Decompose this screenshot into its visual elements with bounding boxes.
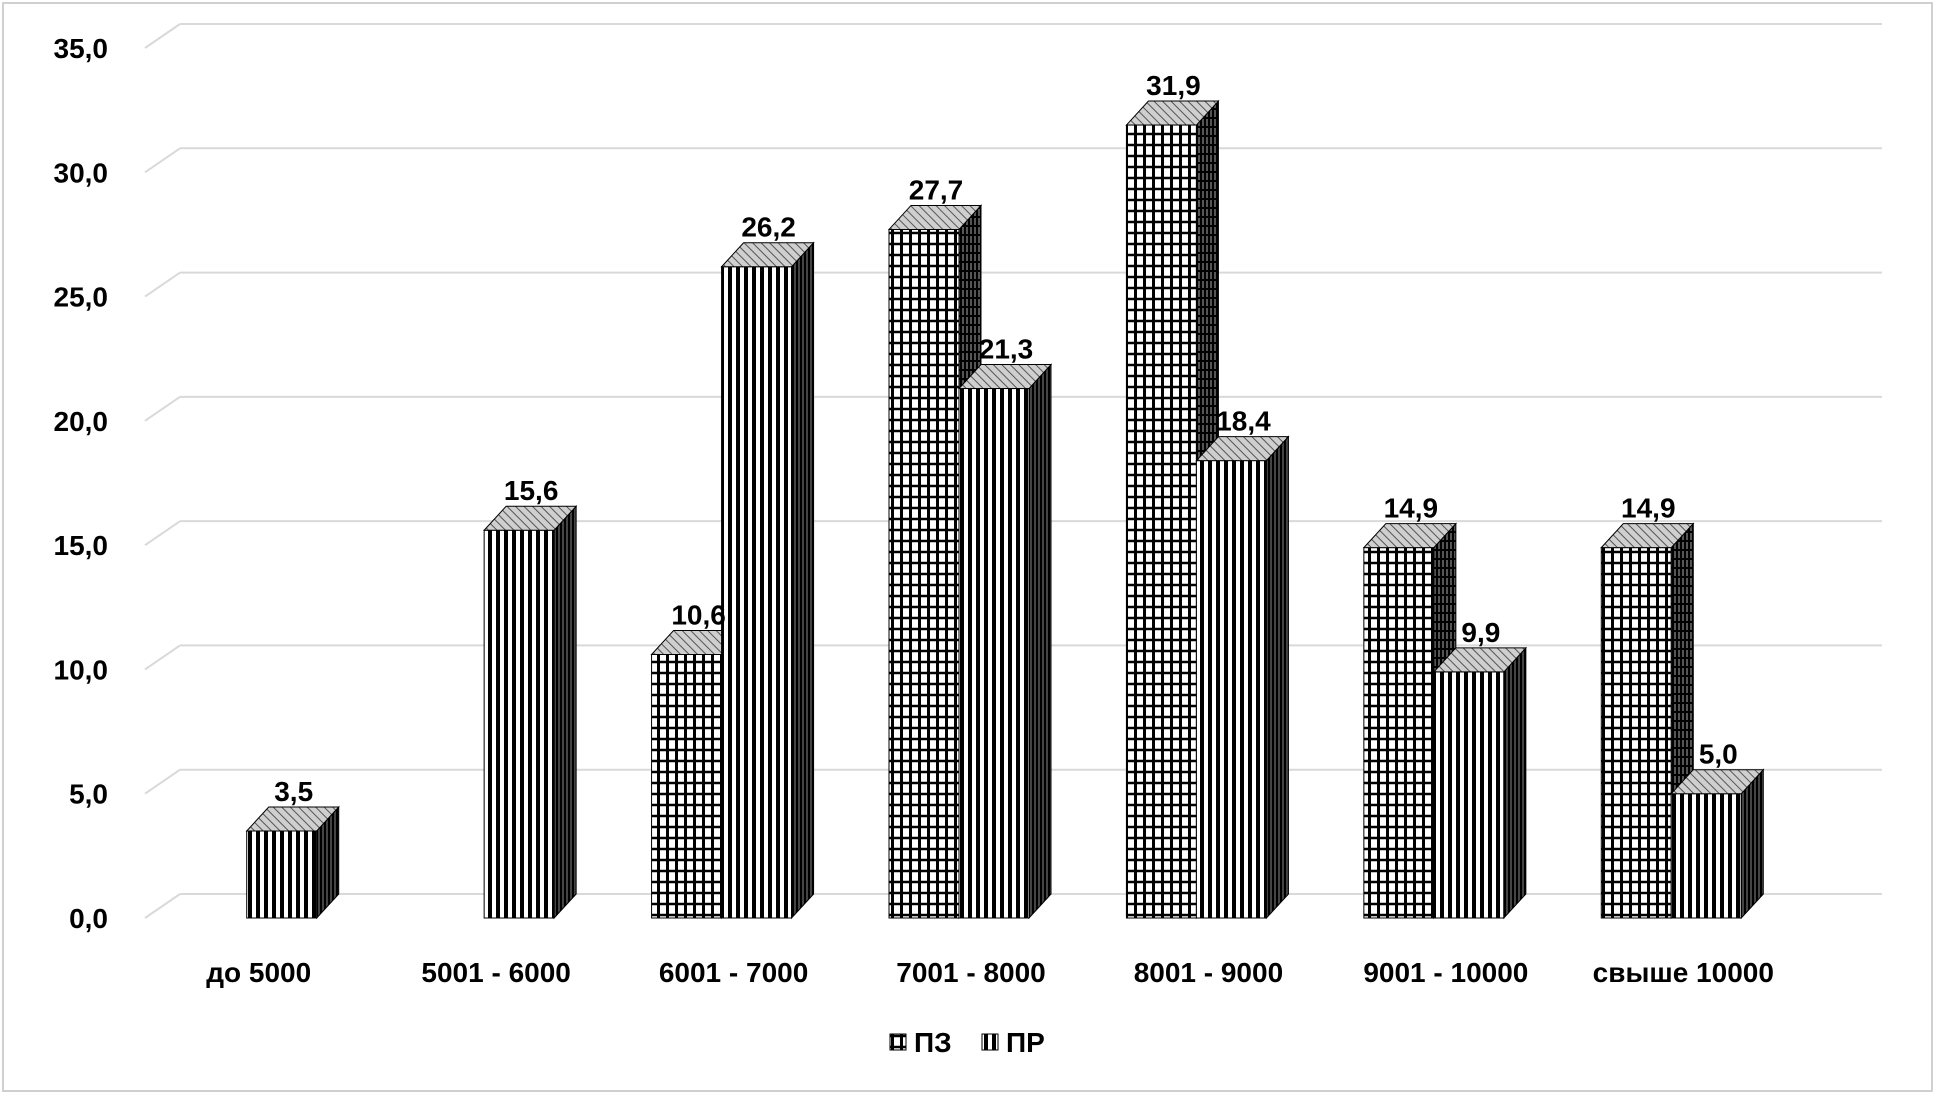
- bar-ПР-1: [483, 504, 578, 920]
- y-tick-label: 10,0: [54, 654, 109, 685]
- x-tick-label: 9001 - 10000: [1363, 957, 1528, 988]
- gridline-depth: [144, 147, 181, 174]
- bar-front: [651, 654, 723, 919]
- gridline-depth: [144, 271, 181, 298]
- y-tick-label: 30,0: [54, 157, 109, 188]
- bar-front: [1363, 547, 1435, 919]
- bar-top: [957, 364, 1053, 390]
- gridline-depth: [144, 644, 181, 671]
- gridline-depth: [144, 23, 181, 49]
- bars: [245, 99, 1765, 920]
- x-tick-label: 5001 - 6000: [421, 957, 570, 988]
- bar-ПР-2: [720, 241, 815, 920]
- bar-front: [1125, 124, 1197, 919]
- bar-side: [1503, 646, 1527, 920]
- bar-front: [1600, 547, 1672, 919]
- bar-top: [1670, 769, 1765, 795]
- legend-swatch-pz: [889, 1033, 907, 1051]
- data-label: 27,7: [909, 174, 964, 205]
- y-tick-label: 0,0: [69, 903, 108, 934]
- legend: ПЗ ПР: [889, 1027, 1045, 1058]
- gridline-depth: [144, 768, 181, 795]
- x-axis: до 5000 5001 - 6000 6001 - 7000 7001 - 8000…: [206, 957, 1774, 988]
- bar-front: [721, 266, 793, 919]
- legend-label-pr: ПР: [1006, 1027, 1045, 1058]
- bar-top: [1432, 647, 1527, 673]
- bar-front: [246, 830, 318, 919]
- y-tick-label: 35,0: [54, 33, 109, 64]
- bar-side: [1265, 435, 1289, 920]
- x-tick-label: 8001 - 9000: [1134, 957, 1283, 988]
- data-label: 21,3: [979, 334, 1034, 365]
- data-label: 10,6: [671, 600, 726, 631]
- data-label: 5,0: [1699, 739, 1738, 770]
- y-tick-label: 25,0: [54, 282, 109, 313]
- y-tick-label: 15,0: [54, 530, 109, 561]
- bar-front: [1195, 460, 1267, 919]
- gridline-depth: [144, 893, 181, 919]
- data-label: 18,4: [1216, 406, 1271, 437]
- data-label: 14,9: [1621, 493, 1676, 524]
- bar-front: [1433, 671, 1505, 919]
- data-label: 31,9: [1146, 70, 1201, 101]
- bar-ПР-6: [1670, 768, 1765, 920]
- bar-top: [1195, 436, 1290, 462]
- bar-side: [553, 504, 577, 920]
- bar-top: [1362, 523, 1457, 549]
- bar-side: [791, 241, 815, 920]
- gridline-depth: [144, 396, 181, 422]
- bar-side: [1028, 363, 1052, 920]
- bar-top: [245, 806, 340, 832]
- x-tick-label: 6001 - 7000: [659, 957, 808, 988]
- legend-swatch-pr: [981, 1033, 999, 1051]
- bar-top: [1125, 100, 1220, 126]
- data-label: 3,5: [274, 776, 313, 807]
- bar-front: [958, 388, 1030, 919]
- bar-top: [720, 242, 815, 268]
- bar-front: [1670, 793, 1742, 919]
- data-label: 15,6: [504, 475, 559, 506]
- y-tick-label: 20,0: [54, 406, 109, 437]
- gridline-depth: [144, 520, 181, 546]
- bar-top: [1600, 523, 1695, 549]
- data-label: 14,9: [1384, 493, 1439, 524]
- bar-top: [887, 204, 983, 230]
- bar-ПР-0: [245, 805, 340, 920]
- bar-ПР-5: [1432, 646, 1527, 920]
- bar-ПР-3: [957, 363, 1053, 920]
- bar-front: [483, 529, 555, 919]
- legend-label-pz: ПЗ: [914, 1027, 952, 1058]
- bar-front: [888, 228, 960, 919]
- y-tick-label: 5,0: [69, 779, 108, 810]
- y-axis: 0,0 5,0 10,0 15,0 20,0 25,0 30,0 35,0: [54, 33, 109, 934]
- data-label: 26,2: [741, 212, 796, 243]
- x-tick-label: до 5000: [206, 957, 311, 988]
- bar-ПР-4: [1195, 435, 1290, 920]
- bar-top: [483, 505, 578, 531]
- data-labels: 3,5 15,6 10,6 26,2 27,7 21,3 31,9 18,4 14,9 9,9 14…: [274, 70, 1738, 807]
- x-tick-label: свыше 10000: [1593, 957, 1774, 988]
- bar-side: [1740, 768, 1764, 920]
- x-tick-label: 7001 - 8000: [896, 957, 1045, 988]
- data-label: 9,9: [1461, 617, 1500, 648]
